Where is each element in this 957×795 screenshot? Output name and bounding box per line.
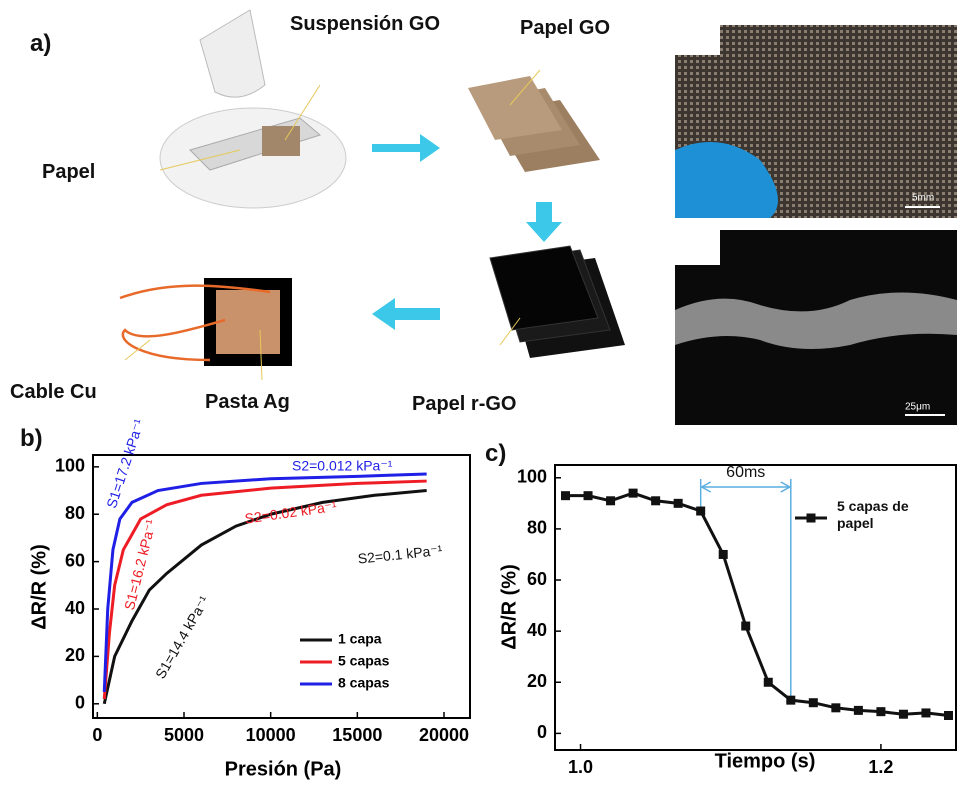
data-point [606, 496, 616, 506]
x-tick-label: 20000 [419, 725, 469, 745]
label: Papel GO [520, 17, 611, 39]
arrow [526, 202, 562, 242]
scale-label: 5mm [912, 193, 934, 204]
panel-label: a) [30, 30, 52, 57]
annotation: S1=14.4 kPa⁻¹ [152, 593, 212, 681]
data-point [673, 498, 683, 508]
data-point [808, 698, 818, 708]
panel-label: c) [485, 440, 507, 467]
data-line [102, 489, 427, 705]
y-tick-label: 40 [65, 598, 85, 618]
device-film [216, 290, 280, 354]
data-point [561, 491, 571, 501]
data-point [763, 677, 773, 687]
y-tick-label: 20 [65, 645, 85, 665]
panel-a-drawing [119, 9, 957, 425]
go-film [262, 126, 300, 156]
label: Suspensión GO [289, 13, 441, 35]
y-axis-title: ΔR/R (%) [28, 544, 50, 629]
rgo-sheet [489, 245, 599, 331]
legend-label: 1 capa [338, 631, 382, 647]
y-tick-label: 20 [527, 671, 547, 691]
annotation: S2=0.02 kPa⁻¹ [244, 498, 338, 527]
y-tick-label: 80 [527, 518, 547, 538]
plot-frame [554, 464, 957, 751]
y-tick-label: 100 [517, 467, 547, 487]
x-tick-label: 1.2 [868, 757, 893, 777]
x-tick-label: 15000 [332, 725, 382, 745]
data-line [102, 479, 427, 700]
data-point [831, 703, 841, 713]
beaker [199, 9, 266, 98]
annotation: 60ms [726, 464, 765, 481]
x-tick-label: 0 [92, 725, 102, 745]
label: Cable Cu [10, 381, 97, 403]
data-point [718, 549, 728, 559]
y-tick-label: 60 [65, 550, 85, 570]
data-point [628, 488, 638, 498]
legend-label: 5 capas [338, 653, 390, 669]
y-tick-label: 0 [537, 722, 547, 742]
data-point [741, 621, 751, 631]
label: Papel r-GO [412, 393, 517, 415]
leader-lines [124, 69, 541, 381]
y-tick-label: 80 [65, 503, 85, 523]
data-point [876, 707, 886, 717]
label: Pasta Ag [205, 391, 290, 413]
data-point [943, 710, 953, 720]
label: Papel [42, 161, 96, 183]
photo-glove [675, 142, 778, 218]
panel-label: b) [20, 425, 43, 452]
data-point [898, 709, 908, 719]
petri-dish [159, 107, 347, 209]
legend-marker [806, 513, 816, 523]
x-tick-label: 10000 [246, 725, 296, 745]
legend-label: 5 capas de papel [837, 498, 909, 531]
data-point [921, 708, 931, 718]
y-tick-label: 0 [75, 693, 85, 713]
chart: 0 5000 10000 15000 20000 0 20 40 60 80 100 Presión … [28, 417, 471, 780]
y-tick-label: 100 [55, 456, 85, 476]
x-axis-title: Presión (Pa) [225, 758, 342, 780]
y-tick-label: 60 [527, 569, 547, 589]
annotation: S2=0.012 kPa⁻¹ [292, 458, 393, 474]
y-tick-label: 40 [527, 620, 547, 640]
sem-layer [675, 292, 957, 349]
copper-wire [119, 284, 271, 362]
scale-bar [905, 414, 945, 416]
go-sheet [468, 76, 562, 140]
data-point [651, 496, 661, 506]
x-tick-label: 5000 [164, 725, 204, 745]
legend-label: 8 capas [338, 675, 390, 691]
arrow [372, 298, 440, 330]
data-line [102, 472, 427, 692]
data-point [853, 705, 863, 715]
annotation: S1=17.2 kPa⁻¹ [103, 417, 147, 510]
scale-label: 25μm [905, 402, 930, 413]
chart: 1.0 1.2 0 20 40 60 80 100 Tiempo (s) ΔR/R (%) 60ms [498, 464, 957, 777]
scale-bar [905, 206, 940, 208]
data-point [786, 695, 796, 705]
data-point [583, 491, 593, 501]
x-axis-title: Tiempo (s) [715, 750, 816, 772]
arrow-head [700, 481, 792, 493]
annotation: S2=0.1 kPa⁻¹ [357, 542, 443, 567]
annotation: S1=16.2 kPa⁻¹ [121, 518, 159, 612]
data-point [696, 506, 706, 516]
arrow [372, 134, 440, 162]
x-tick-label: 1.0 [568, 757, 593, 777]
y-axis-title: ΔR/R (%) [498, 564, 520, 649]
plot-frame [92, 454, 471, 719]
